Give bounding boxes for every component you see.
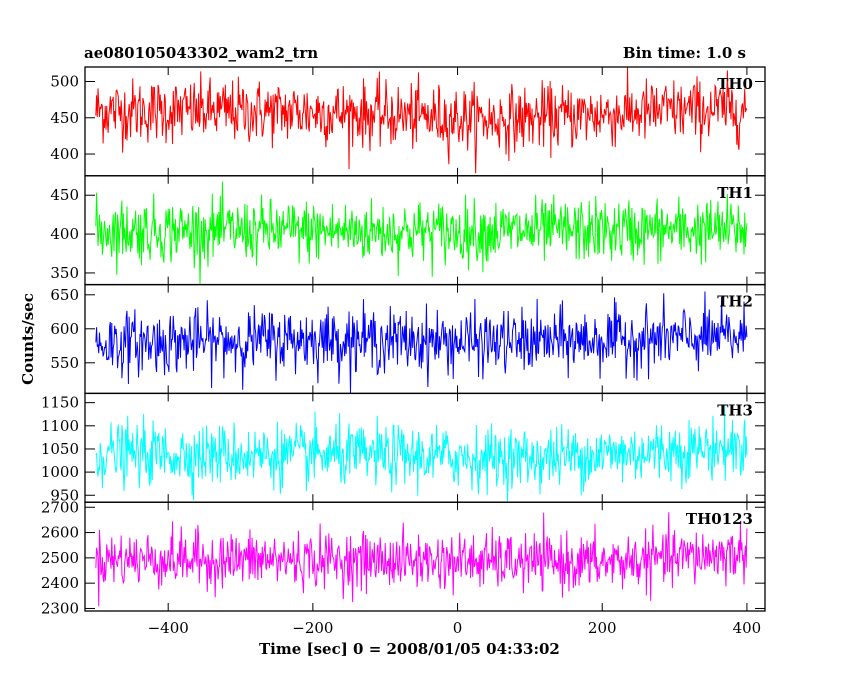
series-line-th3 xyxy=(95,404,748,503)
series-line-th1 xyxy=(95,181,748,285)
y-tick-label: 950 xyxy=(50,486,79,504)
y-tick-label: 1150 xyxy=(41,394,79,412)
y-tick-label: 2300 xyxy=(41,599,79,617)
plot-title: ae080105043302_wam2_trn xyxy=(84,44,319,62)
series-line-th2 xyxy=(95,291,748,394)
panel-label-th0123: TH0123 xyxy=(686,510,753,528)
panel-label-th1: TH1 xyxy=(717,184,753,202)
x-tick-label: 0 xyxy=(453,619,463,637)
y-tick-label: 400 xyxy=(50,225,79,243)
series-line-th0 xyxy=(95,67,748,174)
y-tick-label: 2500 xyxy=(41,549,79,567)
y-tick-label: 450 xyxy=(50,186,79,204)
y-tick-label: 2400 xyxy=(41,574,79,592)
y-tick-label: 650 xyxy=(50,286,79,304)
y-tick-label: 1050 xyxy=(41,440,79,458)
y-tick-label: 400 xyxy=(50,145,79,163)
y-tick-label: 600 xyxy=(50,320,79,338)
y-tick-label: 1100 xyxy=(41,417,79,435)
y-tick-label: 1000 xyxy=(41,463,79,481)
x-tick-label: −400 xyxy=(148,619,189,637)
panel-frame-th0123 xyxy=(84,501,766,612)
x-tick-label: 200 xyxy=(588,619,617,637)
bin-time-label: Bin time: 1.0 s xyxy=(622,44,746,62)
x-axis-label: Time [sec] 0 = 2008/01/05 04:33:02 xyxy=(259,640,560,658)
series-line-th0123 xyxy=(95,512,748,607)
y-axis-label: Counts/sec xyxy=(19,293,37,385)
x-tick-label: 400 xyxy=(733,619,762,637)
y-tick-label: 550 xyxy=(50,354,79,372)
y-tick-label: 350 xyxy=(50,264,79,282)
panel-label-th2: TH2 xyxy=(717,293,753,311)
y-tick-label: 2700 xyxy=(41,498,79,516)
y-tick-label: 500 xyxy=(50,73,79,91)
y-tick-label: 2600 xyxy=(41,524,79,542)
panel-label-th0: TH0 xyxy=(717,75,753,93)
x-tick-label: −200 xyxy=(292,619,333,637)
panel-frame-th0 xyxy=(84,66,766,177)
y-tick-label: 450 xyxy=(50,109,79,127)
panel-label-th3: TH3 xyxy=(717,401,753,419)
